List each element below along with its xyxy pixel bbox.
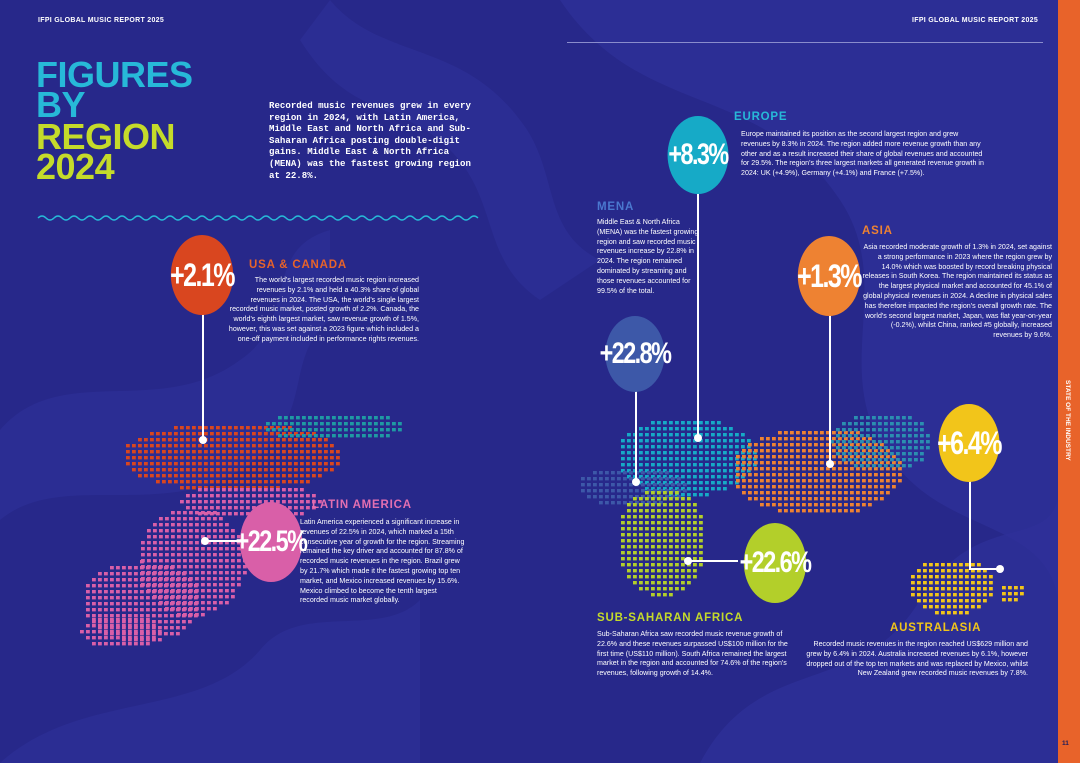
latam-growth-badge: +22.5%	[236, 502, 308, 582]
page-title-line-1: FIGURES	[36, 54, 193, 95]
asia-connector	[829, 310, 831, 464]
sidebar-section-label: STATE OF THE INDUSTRY	[1064, 380, 1071, 461]
australasia-growth-badge: +6.4%	[937, 404, 1002, 482]
ssa-heading: SUB-SAHARAN AFRICA	[597, 612, 744, 624]
mena-connector	[635, 388, 637, 480]
intro-text: Recorded music revenues grew in every re…	[269, 100, 471, 181]
asia-description: Asia recorded moderate growth of 1.3% in…	[862, 243, 1052, 340]
europe-description: Europe maintained its position as the se…	[741, 130, 984, 178]
europe-heading: EUROPE	[734, 111, 788, 123]
page-number: 11	[1062, 740, 1069, 747]
australasia-connector-h	[969, 568, 999, 570]
australasia-marker	[996, 565, 1004, 573]
right-sidebar	[1058, 0, 1080, 763]
mena-heading: MENA	[597, 201, 635, 213]
ssa-description: Sub-Saharan Africa saw recorded music re…	[597, 630, 788, 678]
latam-heading: LATIN AMERICA	[312, 499, 412, 511]
australasia-description: Recorded music revenues in the region re…	[806, 640, 1028, 678]
mena-growth-badge: +22.8%	[600, 316, 672, 392]
asia-heading: ASIA	[862, 225, 893, 237]
mena-marker	[632, 478, 640, 486]
europe-growth-badge: +8.3%	[667, 116, 729, 194]
europe-connector	[697, 190, 699, 438]
asia-growth-badge: +1.3%	[797, 236, 862, 316]
ssa-growth-badge: +22.6%	[740, 523, 812, 603]
latam-connector	[205, 540, 241, 542]
header-divider	[567, 42, 1043, 43]
report-header-left: IFPI GLOBAL MUSIC REPORT 2025	[38, 17, 165, 24]
latam-marker	[201, 537, 209, 545]
usa-marker	[199, 436, 207, 444]
usa-growth-badge: +2.1%	[170, 235, 235, 315]
page-title-line-3: REGION	[36, 116, 176, 157]
ssa-connector	[688, 560, 738, 562]
usa-description: The world's largest recorded music regio…	[228, 276, 419, 343]
usa-heading: USA & CANADA	[249, 259, 347, 271]
page-title-line-2: BY	[36, 84, 86, 125]
report-header-right: IFPI GLOBAL MUSIC REPORT 2025	[912, 17, 1039, 24]
australasia-connector	[969, 478, 971, 568]
latam-description: Latin America experienced a significant …	[300, 518, 465, 605]
page-title-line-4: 2024	[36, 146, 115, 187]
usa-connector	[202, 296, 204, 440]
europe-marker	[694, 434, 702, 442]
mena-description: Middle East & North Africa (MENA) was th…	[597, 218, 699, 295]
asia-marker	[826, 460, 834, 468]
australasia-heading: AUSTRALASIA	[890, 622, 982, 634]
ssa-marker	[684, 557, 692, 565]
